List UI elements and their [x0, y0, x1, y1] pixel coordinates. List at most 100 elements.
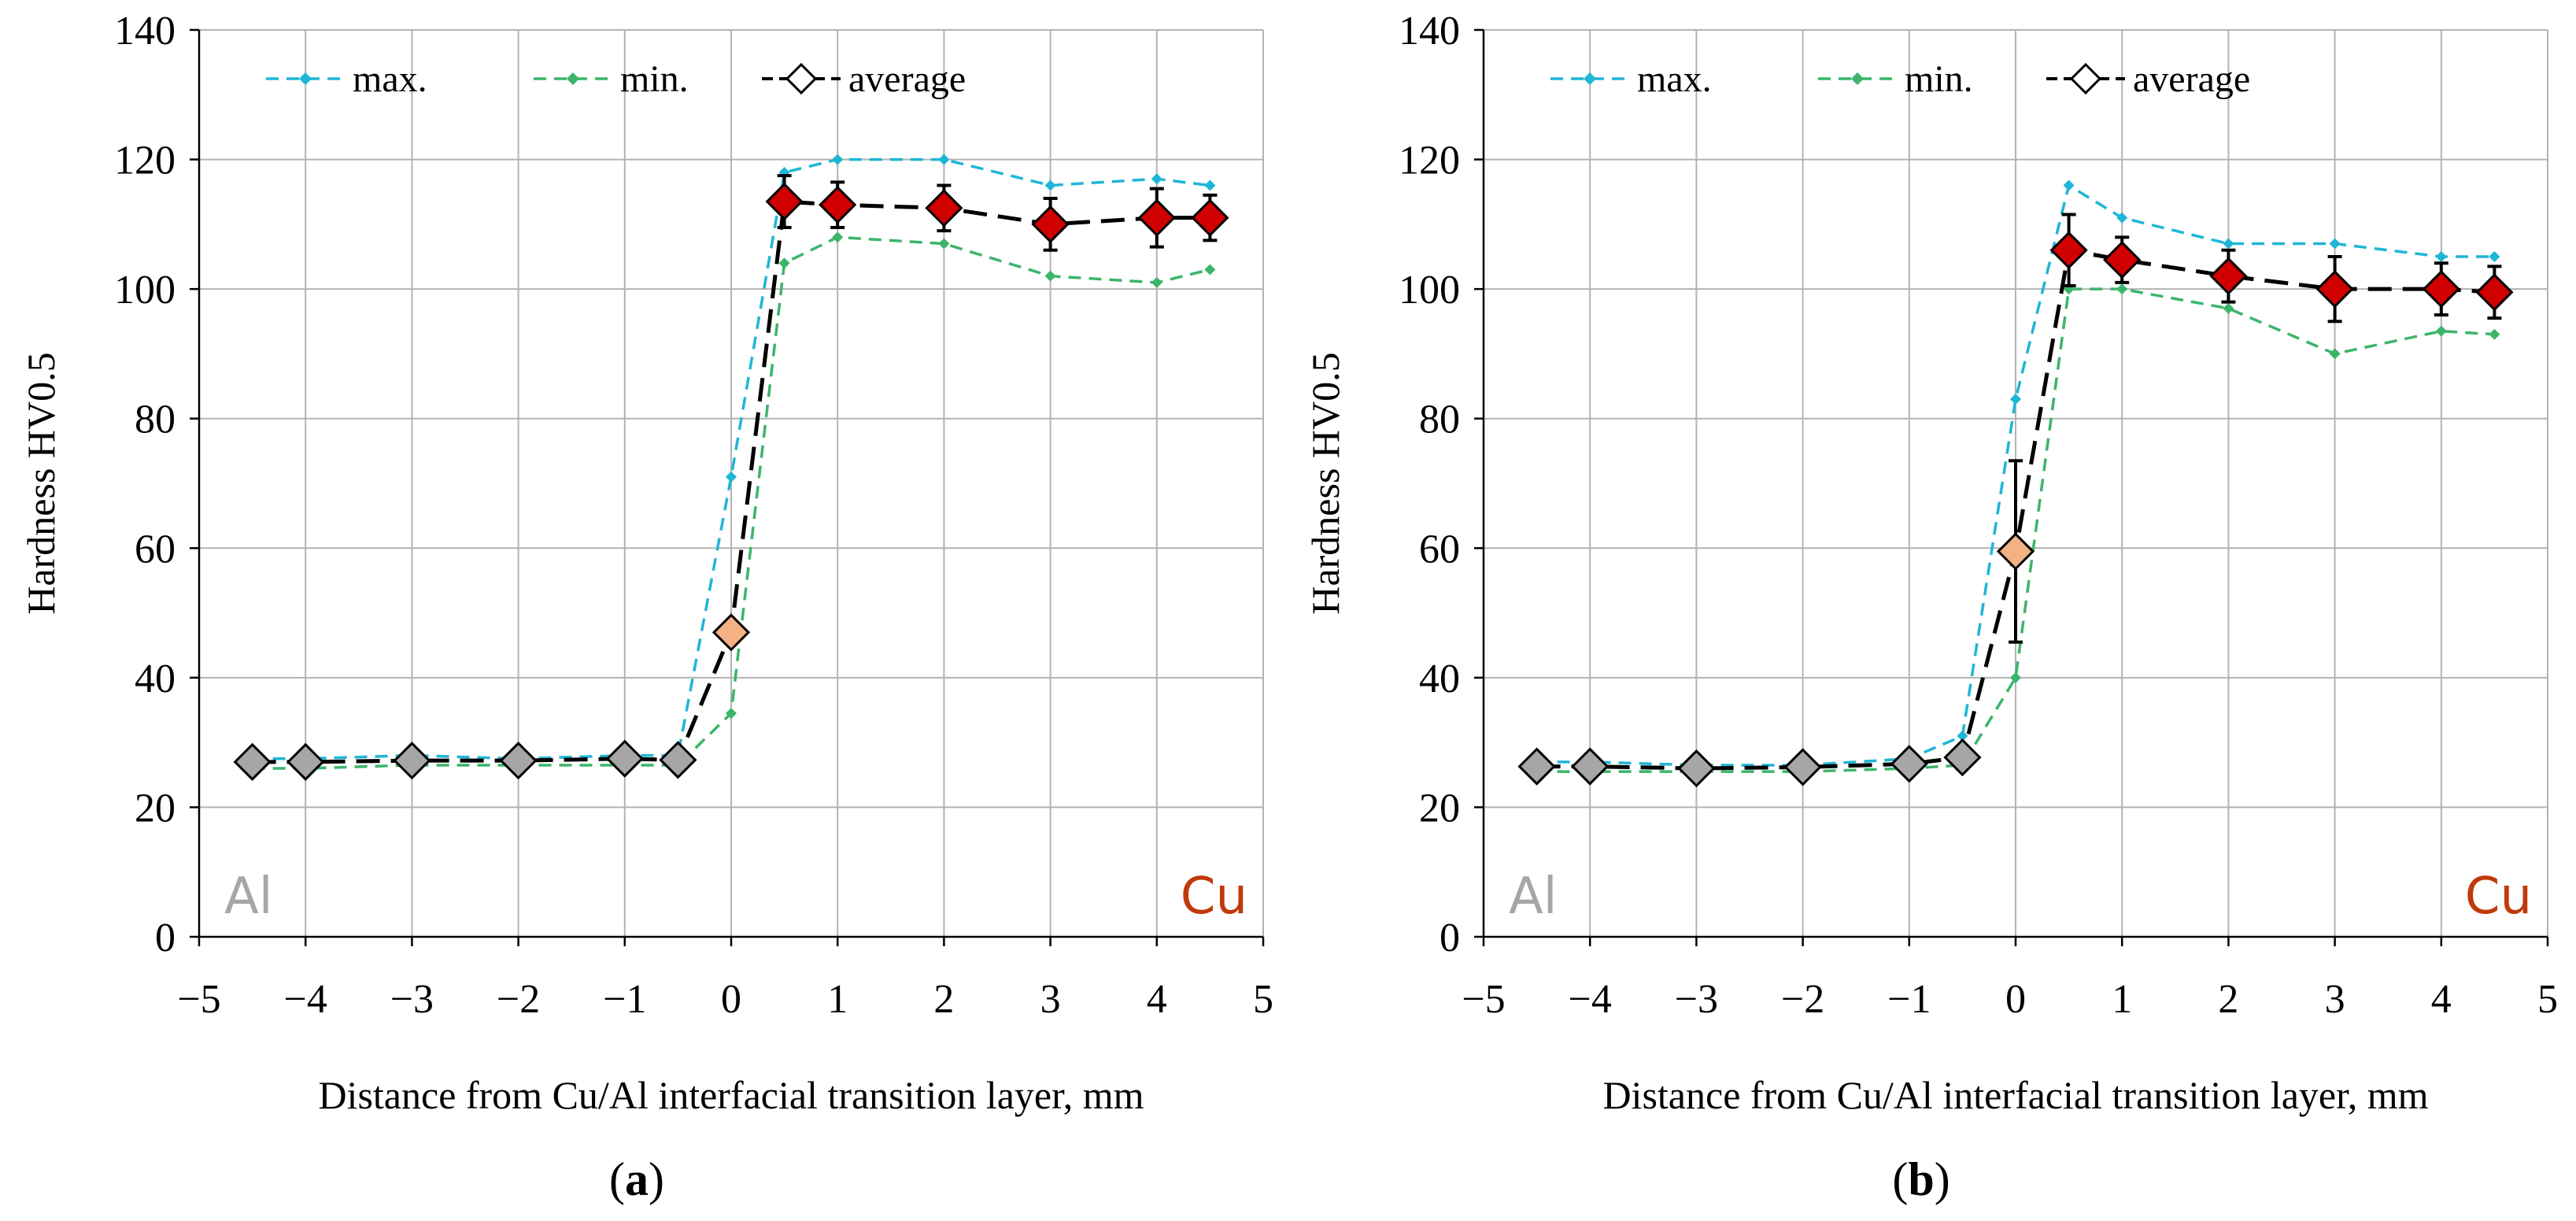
y-tick-label: 120 — [114, 139, 176, 183]
y-tick-label: 80 — [1419, 398, 1460, 442]
x-tick-label: −3 — [1675, 977, 1718, 1022]
data-point-max — [2489, 251, 2500, 262]
data-point-average-cu — [2422, 270, 2460, 309]
y-tick-label: 20 — [1419, 786, 1460, 831]
data-point-average-al — [499, 742, 538, 780]
data-point-min — [726, 708, 737, 720]
data-point-max — [2329, 238, 2341, 250]
legend-average-label: average — [848, 58, 966, 100]
chart-panel-b: −5 −4 −3 −2 −1 0 1 2 3 4 5 0 20 40 60 80 100 120 140 Distan… — [1303, 9, 2558, 1205]
data-point-average-al — [286, 742, 325, 781]
y-tick-label: 0 — [1440, 916, 1460, 960]
x-tick-label: −4 — [284, 977, 327, 1022]
data-point-average-al — [233, 742, 272, 781]
data-point-average-al — [393, 742, 431, 780]
x-tick-label: −2 — [497, 977, 540, 1022]
y-tick-label: 20 — [135, 786, 176, 831]
x-tick-label: −1 — [1887, 977, 1931, 1022]
region-label-al: Al — [1509, 868, 1558, 926]
data-point-average-cu — [2209, 257, 2248, 295]
y-tick-label: 40 — [135, 657, 176, 701]
y-tick-label: 80 — [135, 398, 176, 442]
data-point-average-cu — [925, 189, 963, 228]
legend-max-marker — [1584, 72, 1596, 85]
x-tick-label: 3 — [1040, 977, 1061, 1022]
x-tick-label: 0 — [2005, 977, 2026, 1022]
x-tick-label: 0 — [721, 977, 741, 1022]
legend-min-marker — [567, 72, 579, 85]
x-tick-label: −5 — [1462, 977, 1505, 1022]
data-point-average-al — [1571, 747, 1610, 786]
legend-average-marker — [2069, 62, 2102, 95]
legend-min-label: min. — [620, 58, 689, 100]
y-tick-label: 0 — [155, 916, 176, 960]
data-point-average-al — [605, 739, 644, 778]
x-tick-label: −1 — [603, 977, 646, 1022]
x-tick-label: −3 — [390, 977, 434, 1022]
data-point-max — [1204, 179, 1216, 191]
figure-caption: (a) — [609, 1153, 664, 1205]
y-tick-label: 140 — [114, 9, 176, 54]
x-tick-label: 1 — [2112, 977, 2132, 1022]
data-point-average-transition — [711, 613, 751, 652]
data-point-min — [1044, 270, 1056, 282]
legend-average-marker — [785, 62, 818, 95]
data-point-min — [2116, 283, 2128, 295]
y-tick-label: 100 — [114, 268, 176, 313]
legend-min-label: min. — [1905, 58, 1973, 100]
data-point-min — [832, 231, 844, 243]
x-tick-label: 5 — [1253, 977, 1273, 1022]
data-point-average-al — [1943, 738, 1982, 777]
data-point-min — [2435, 325, 2447, 337]
data-point-max — [832, 154, 844, 165]
data-point-average-al — [1890, 745, 1928, 783]
data-point-min — [778, 257, 790, 269]
data-point-average-cu — [2475, 273, 2514, 312]
region-label-cu: Cu — [1181, 868, 1247, 926]
data-point-max — [2010, 394, 2021, 405]
x-axis-title: Distance from Cu/Al interfacial transiti… — [318, 1073, 1144, 1117]
y-tick-label: 100 — [1399, 268, 1460, 313]
legend-max-label: max. — [353, 58, 427, 100]
x-tick-label: 5 — [2537, 977, 2558, 1022]
data-point-average-cu — [1191, 198, 1229, 237]
caption-letter: b — [1908, 1153, 1934, 1205]
x-tick-label: 4 — [1147, 977, 1167, 1022]
data-point-min — [1204, 264, 1216, 276]
data-point-min — [938, 238, 950, 250]
data-point-max — [2223, 238, 2234, 250]
data-point-min — [2223, 302, 2234, 314]
data-point-average-cu — [1031, 205, 1070, 243]
legend-max-label: max. — [1637, 58, 1712, 100]
chart-panel-a: −5 −4 −3 −2 −1 0 1 2 3 4 5 0 20 40 60 80 100 120 140 Distan… — [19, 9, 1273, 1205]
data-point-average-al — [1783, 748, 1822, 786]
x-tick-label: 3 — [2325, 977, 2345, 1022]
legend-average-label: average — [2133, 58, 2250, 100]
region-label-al: Al — [224, 868, 273, 926]
data-point-average-cu — [765, 182, 804, 221]
data-point-average-cu — [2049, 231, 2088, 269]
x-tick-label: −4 — [1569, 977, 1612, 1022]
x-tick-label: −5 — [177, 977, 220, 1022]
data-point-min — [1151, 276, 1162, 288]
data-point-max — [1151, 173, 1162, 185]
y-tick-label: 40 — [1419, 657, 1460, 701]
data-point-average-cu — [819, 186, 857, 224]
data-point-average-cu — [1137, 198, 1176, 237]
data-point-min — [2489, 328, 2500, 340]
figure-caption: (b) — [1892, 1153, 1950, 1205]
data-point-average-transition — [1996, 532, 2035, 571]
data-point-min — [2329, 348, 2341, 360]
y-tick-label: 60 — [1419, 527, 1460, 572]
y-tick-label: 140 — [1399, 9, 1460, 54]
x-axis-title: Distance from Cu/Al interfacial transiti… — [1602, 1073, 2428, 1117]
y-tick-label: 120 — [1399, 139, 1460, 183]
x-tick-label: 2 — [2218, 977, 2238, 1022]
data-point-min — [2010, 672, 2021, 683]
legend-min-marker — [1851, 72, 1864, 85]
data-point-average-cu — [2103, 240, 2142, 279]
x-tick-label: 4 — [2431, 977, 2452, 1022]
x-tick-label: 2 — [933, 977, 954, 1022]
y-tick-label: 60 — [135, 527, 176, 572]
